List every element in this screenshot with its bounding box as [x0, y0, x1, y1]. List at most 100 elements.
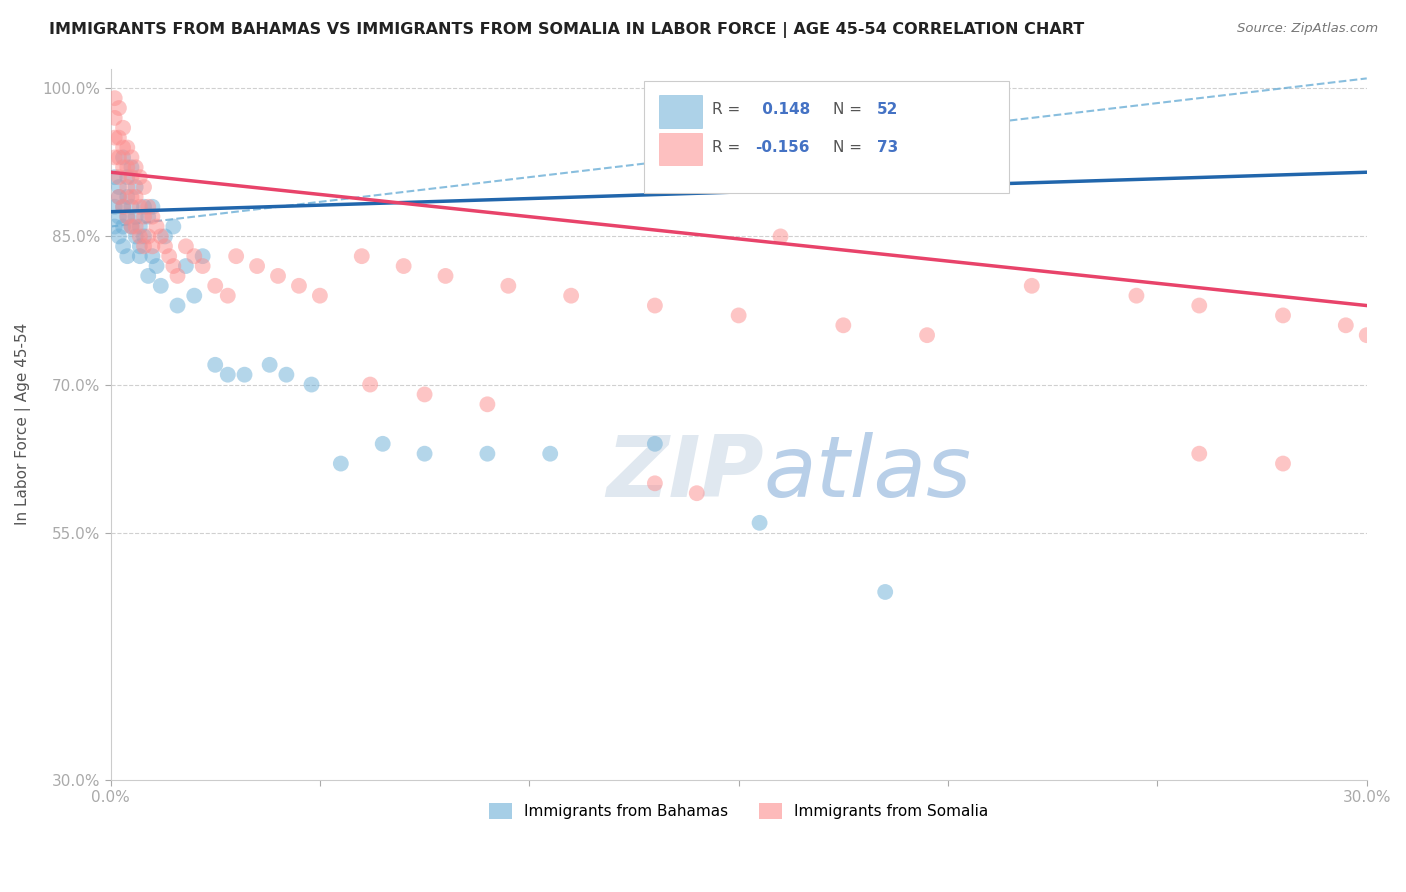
Point: [108, 170, 131, 185]
Point: [644, 476, 666, 491]
Point: [309, 288, 332, 302]
Point: [204, 358, 226, 372]
Legend: Immigrants from Bahamas, Immigrants from Somalia: Immigrants from Bahamas, Immigrants from…: [482, 797, 994, 825]
Point: [174, 239, 197, 253]
Point: [149, 278, 172, 293]
Point: [132, 229, 155, 244]
Point: [153, 229, 176, 244]
Point: [108, 190, 131, 204]
Point: [132, 180, 155, 194]
Point: [121, 219, 143, 234]
Point: [477, 447, 499, 461]
Point: [104, 111, 127, 125]
Point: [121, 190, 143, 204]
Text: IMMIGRANTS FROM BAHAMAS VS IMMIGRANTS FROM SOMALIA IN LABOR FORCE | AGE 45-54 CO: IMMIGRANTS FROM BAHAMAS VS IMMIGRANTS FR…: [49, 22, 1084, 38]
Point: [359, 377, 381, 392]
Point: [769, 229, 792, 244]
Point: [112, 140, 135, 154]
Point: [121, 161, 143, 175]
Text: ZIP: ZIP: [606, 433, 763, 516]
Point: [117, 161, 139, 175]
Point: [132, 200, 155, 214]
Point: [124, 180, 146, 194]
Point: [108, 229, 131, 244]
Point: [141, 249, 163, 263]
Point: [117, 140, 139, 154]
Point: [128, 229, 150, 244]
Point: [124, 210, 146, 224]
Point: [538, 447, 561, 461]
Point: [124, 219, 146, 234]
Point: [117, 180, 139, 194]
Point: [276, 368, 298, 382]
Point: [498, 278, 520, 293]
Point: [141, 200, 163, 214]
Point: [132, 239, 155, 253]
Text: atlas: atlas: [763, 433, 972, 516]
Text: Source: ZipAtlas.com: Source: ZipAtlas.com: [1237, 22, 1378, 36]
Point: [217, 288, 239, 302]
FancyBboxPatch shape: [659, 95, 702, 128]
Point: [136, 210, 159, 224]
Text: N =: N =: [832, 140, 866, 155]
Text: 73: 73: [877, 140, 898, 155]
Point: [145, 259, 167, 273]
Point: [136, 268, 159, 283]
Text: 0.148: 0.148: [758, 103, 811, 117]
Point: [259, 358, 281, 372]
Point: [875, 585, 897, 599]
FancyBboxPatch shape: [659, 133, 702, 165]
Point: [104, 91, 127, 105]
Point: [112, 200, 135, 214]
Point: [104, 219, 127, 234]
Point: [112, 219, 135, 234]
Point: [112, 200, 135, 214]
Point: [644, 299, 666, 313]
Point: [301, 377, 323, 392]
Point: [288, 278, 311, 293]
Point: [108, 190, 131, 204]
Point: [108, 101, 131, 115]
Point: [104, 130, 127, 145]
Point: [832, 318, 855, 333]
Point: [166, 268, 188, 283]
Text: -0.156: -0.156: [755, 140, 810, 155]
Text: 52: 52: [877, 103, 898, 117]
Point: [217, 368, 239, 382]
Point: [128, 239, 150, 253]
Point: [117, 170, 139, 185]
Point: [128, 170, 150, 185]
Point: [1272, 309, 1295, 323]
Point: [104, 170, 127, 185]
Point: [246, 259, 269, 273]
Point: [434, 268, 457, 283]
Point: [413, 447, 436, 461]
Point: [174, 259, 197, 273]
Point: [267, 268, 290, 283]
Point: [117, 190, 139, 204]
Point: [108, 150, 131, 164]
Point: [108, 180, 131, 194]
Point: [136, 229, 159, 244]
Text: R =: R =: [713, 140, 745, 155]
Text: R =: R =: [713, 103, 745, 117]
Point: [136, 200, 159, 214]
Point: [191, 259, 214, 273]
Y-axis label: In Labor Force | Age 45-54: In Labor Force | Age 45-54: [15, 323, 31, 525]
Point: [108, 210, 131, 224]
Point: [204, 278, 226, 293]
Point: [183, 288, 205, 302]
Point: [104, 200, 127, 214]
Point: [124, 229, 146, 244]
Point: [225, 249, 247, 263]
Point: [915, 328, 938, 343]
Point: [149, 229, 172, 244]
Point: [1188, 299, 1211, 313]
Point: [153, 239, 176, 253]
Point: [121, 219, 143, 234]
Point: [145, 219, 167, 234]
Point: [132, 210, 155, 224]
Point: [117, 210, 139, 224]
Point: [1188, 447, 1211, 461]
Point: [112, 120, 135, 135]
